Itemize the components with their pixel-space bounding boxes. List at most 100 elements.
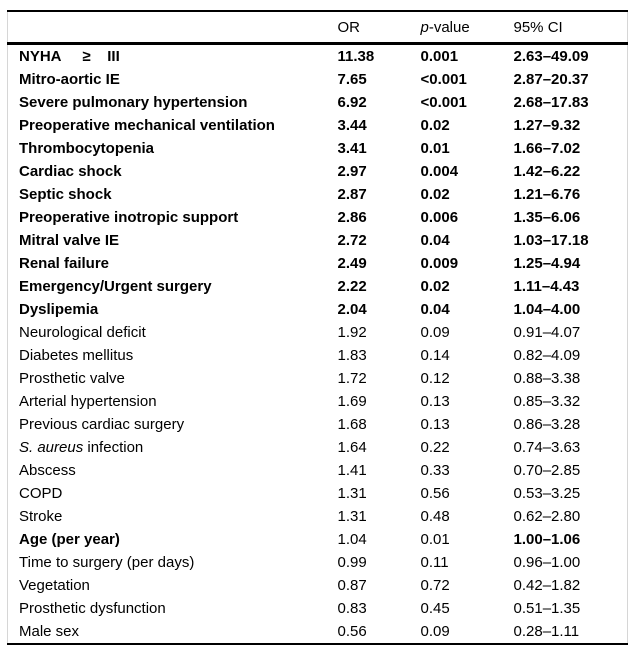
row-variable-label: Previous cardiac surgery — [8, 413, 338, 436]
row-or-value: 6.92 — [337, 94, 367, 111]
row-variable-label: Preoperative mechanical ventilation — [8, 114, 338, 137]
row-ci-value: 1.11–4.43 — [513, 278, 580, 295]
row-p-value: 0.72 — [420, 577, 450, 594]
row-ci-value: 0.62–2.80 — [513, 508, 581, 525]
row-or-value: 2.87 — [337, 186, 367, 203]
table-row: Age (per year) 1.04 0.01 1.00–1.06 — [8, 528, 628, 551]
row-label-text: NYHA ≥ III — [19, 48, 120, 65]
table-row: Emergency/Urgent surgery 2.22 0.02 1.11–… — [8, 275, 628, 298]
row-p-value: <0.001 — [420, 71, 467, 88]
table-row: Vegetation 0.87 0.72 0.42–1.82 — [8, 574, 628, 597]
row-label-text: COPD — [19, 485, 63, 502]
row-or-value: 0.56 — [337, 623, 367, 640]
row-label-text: Prosthetic dysfunction — [19, 600, 166, 617]
row-ci-value: 0.91–4.07 — [513, 324, 581, 341]
row-ci-value: 1.42–6.22 — [513, 163, 581, 180]
row-or-value: 0.83 — [337, 600, 367, 617]
row-ci-value: 1.25–4.94 — [513, 255, 581, 272]
table-row: Neurological deficit 1.92 0.09 0.91–4.07 — [8, 321, 628, 344]
row-or-value: 2.49 — [337, 255, 367, 272]
row-ci-value: 0.28–1.11 — [513, 623, 580, 640]
row-p-value: 0.09 — [420, 324, 450, 341]
row-label-text: Renal failure — [19, 255, 110, 272]
table-row: Prosthetic valve 1.72 0.12 0.88–3.38 — [8, 367, 628, 390]
row-label-text: Time to surgery (per days) — [19, 554, 195, 571]
row-ci-value: 1.35–6.06 — [513, 209, 581, 226]
row-variable-label: Renal failure — [8, 252, 338, 275]
row-label-text: Mitro-aortic IE — [19, 71, 120, 88]
table-row: Previous cardiac surgery 1.68 0.13 0.86–… — [8, 413, 628, 436]
row-variable-label: COPD — [8, 482, 338, 505]
row-p-value: 0.13 — [420, 393, 450, 410]
table-row: Preoperative mechanical ventilation 3.44… — [8, 114, 628, 137]
row-variable-label: Severe pulmonary hypertension — [8, 91, 338, 114]
table-row: Time to surgery (per days) 0.99 0.11 0.9… — [8, 551, 628, 574]
row-label-text: Mitral valve IE — [19, 232, 120, 249]
row-variable-label: Thrombocytopenia — [8, 137, 338, 160]
row-ci-value: 2.87–20.37 — [513, 71, 589, 88]
row-label-text: Thrombocytopenia — [19, 140, 155, 157]
table-row: Stroke 1.31 0.48 0.62–2.80 — [8, 505, 628, 528]
row-variable-label: Dyslipemia — [8, 298, 338, 321]
row-p-value: 0.22 — [420, 439, 450, 456]
row-or-value: 1.31 — [337, 485, 367, 502]
row-label-text: Arterial hypertension — [19, 393, 157, 410]
header-variable — [7, 11, 338, 45]
row-variable-label: Preoperative inotropic support — [8, 206, 338, 229]
row-variable-label: Abscess — [8, 459, 338, 482]
row-variable-label: Cardiac shock — [8, 160, 338, 183]
row-variable-label: Prosthetic valve — [8, 367, 338, 390]
table-row: Severe pulmonary hypertension 6.92 <0.00… — [8, 91, 628, 114]
row-ci-value: 1.21–6.76 — [513, 186, 581, 203]
row-p-value: 0.04 — [420, 232, 450, 249]
row-p-value: 0.12 — [420, 370, 450, 387]
row-p-value: 0.004 — [420, 163, 459, 180]
row-label-text: Previous cardiac surgery — [19, 416, 185, 433]
row-ci-value: 0.86–3.28 — [513, 416, 581, 433]
row-or-value: 1.83 — [337, 347, 367, 364]
row-or-value: 7.65 — [337, 71, 367, 88]
row-or-value: 2.86 — [337, 209, 367, 226]
row-ci-value: 0.82–4.09 — [513, 347, 581, 364]
row-p-value: 0.14 — [420, 347, 450, 364]
header-p-value: p-value — [420, 11, 514, 45]
row-ci-value: 0.42–1.82 — [513, 577, 581, 594]
row-variable-label: Diabetes mellitus — [8, 344, 338, 367]
row-ci-value: 1.03–17.18 — [513, 232, 589, 249]
row-label-text: Severe pulmonary hypertension — [19, 94, 248, 111]
table-body: NYHA ≥ III 11.38 0.001 2.63–49.09 Mitro-… — [8, 44, 628, 645]
row-p-value: 0.13 — [420, 416, 450, 433]
row-p-value: 0.45 — [420, 600, 450, 617]
header-p-rest: -value — [428, 18, 470, 36]
table-row: Dyslipemia 2.04 0.04 1.04–4.00 — [8, 298, 628, 321]
row-p-value: 0.009 — [420, 255, 459, 272]
row-or-value: 1.04 — [337, 531, 367, 548]
row-or-value: 1.64 — [337, 439, 367, 456]
table-row: Thrombocytopenia 3.41 0.01 1.66–7.02 — [8, 137, 628, 160]
row-or-value: 1.72 — [337, 370, 367, 387]
row-label-italic-part: S. aureus — [19, 439, 84, 456]
row-ci-value: 2.68–17.83 — [513, 94, 589, 111]
row-or-value: 2.72 — [337, 232, 367, 249]
table-row: NYHA ≥ III 11.38 0.001 2.63–49.09 — [8, 44, 628, 69]
row-or-value: 1.68 — [337, 416, 367, 433]
row-or-value: 0.99 — [337, 554, 367, 571]
header-or: OR — [337, 11, 421, 45]
table-header: OR p-value 95% CI — [7, 11, 628, 45]
row-or-value: 1.31 — [337, 508, 367, 525]
row-label-text: Emergency/Urgent surgery — [19, 278, 212, 295]
row-label-text: Preoperative mechanical ventilation — [19, 117, 275, 134]
row-ci-value: 1.27–9.32 — [513, 117, 581, 134]
row-p-value: 0.001 — [420, 48, 459, 65]
row-p-value: 0.48 — [420, 508, 450, 525]
row-ci-value: 0.70–2.85 — [513, 462, 581, 479]
row-or-value: 1.92 — [337, 324, 367, 341]
row-label-text: infection — [83, 439, 144, 456]
table-row: Cardiac shock 2.97 0.004 1.42–6.22 — [8, 160, 628, 183]
row-or-value: 11.38 — [337, 48, 375, 65]
row-or-value: 2.97 — [337, 163, 367, 180]
row-p-value: 0.33 — [420, 462, 450, 479]
row-ci-value: 0.74–3.63 — [513, 439, 581, 456]
header-ci: 95% CI — [513, 11, 628, 45]
